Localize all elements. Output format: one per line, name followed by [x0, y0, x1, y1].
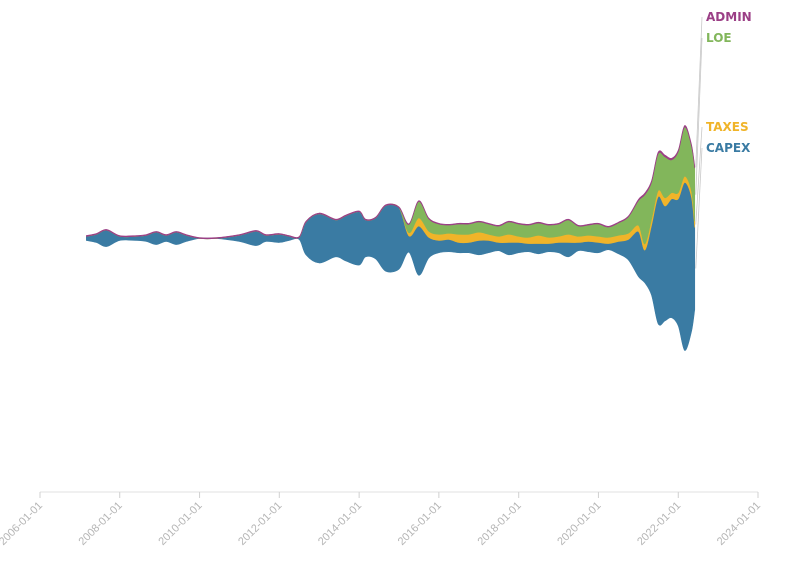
x-tick-label: 2010-01-01	[156, 500, 204, 548]
x-tick-label: 2022-01-01	[635, 500, 683, 548]
x-tick-label: 2006-01-01	[0, 500, 45, 548]
x-tick-label: 2014-01-01	[316, 500, 364, 548]
series-label-taxes: TAXES	[706, 120, 749, 134]
stream-admin	[86, 125, 696, 240]
x-tick-label: 2018-01-01	[476, 500, 524, 548]
label-connector-loe	[695, 37, 703, 195]
label-connector-taxes	[695, 126, 703, 225]
x-tick-label: 2008-01-01	[77, 500, 125, 548]
x-tick-label: 2024-01-01	[715, 500, 763, 548]
x-tick-label: 2016-01-01	[396, 500, 444, 548]
x-tick-label: 2020-01-01	[555, 500, 603, 548]
series-labels: ADMIN LOE TAXES CAPEX	[695, 10, 752, 269]
label-connector-capex	[695, 147, 703, 269]
series-label-loe: LOE	[706, 31, 732, 45]
x-axis: 2006-01-01 2008-01-01 2010-01-01 2012-01-01…	[0, 491, 763, 548]
stream-capex	[86, 182, 696, 351]
x-tick-label: 2012-01-01	[236, 500, 284, 548]
label-connector-admin	[695, 16, 703, 168]
stream-layers	[86, 125, 696, 351]
series-label-admin: ADMIN	[706, 10, 752, 24]
series-label-capex: CAPEX	[706, 141, 751, 155]
